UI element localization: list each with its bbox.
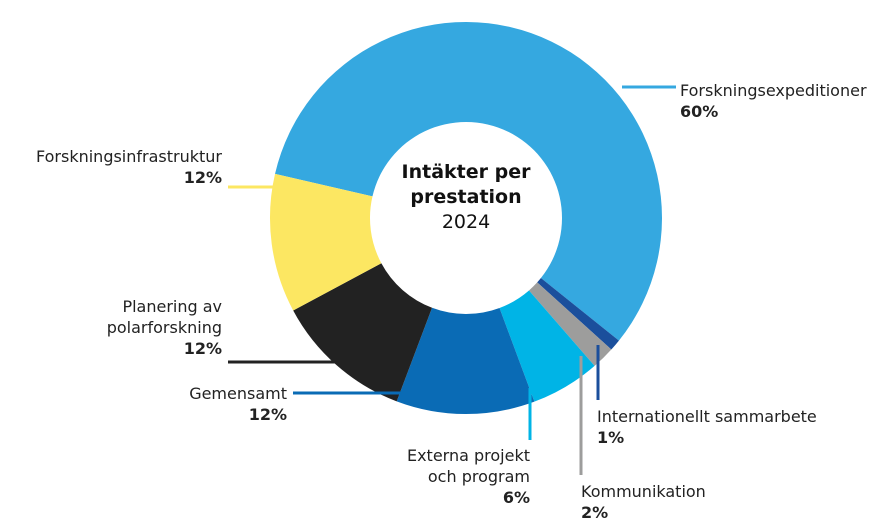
slice	[499, 290, 595, 402]
category-name: Planering av polarforskning	[106, 297, 222, 337]
value-label: 2%	[581, 503, 609, 522]
slice	[293, 263, 433, 402]
subtitle: 2024	[441, 211, 491, 233]
title: Intäkter per prestation	[401, 161, 531, 208]
center-title: Intäkter per prestation 2024	[386, 160, 546, 235]
category-name: Forskningsexpeditioner	[680, 81, 867, 100]
slice-label: Forskningsinfrastruktur 12%	[0, 146, 222, 188]
slice	[275, 21, 663, 341]
value-label: 1%	[597, 428, 625, 447]
slice-label: Gemensamt 12%	[137, 383, 287, 425]
category-name: Forskningsinfrastruktur	[35, 147, 222, 166]
value-label: 12%	[183, 339, 222, 358]
value-label: 6%	[502, 488, 530, 507]
slice-label: Kommunikation 2%	[581, 481, 781, 523]
category-name: Externa projekt och program	[406, 446, 530, 486]
slice-label: Forskningsexpeditioner 60%	[680, 80, 893, 122]
slice	[537, 278, 619, 350]
category-name: Kommunikation	[581, 482, 706, 501]
slice-label: Planering av polarforskning 12%	[82, 296, 222, 359]
slice	[270, 173, 382, 311]
category-name: Internationellt sammarbete	[597, 407, 817, 426]
value-label: 12%	[183, 168, 222, 187]
slice-label: Externa projekt och program 6%	[380, 445, 530, 508]
slice-label: Internationellt sammarbete 1%	[597, 406, 857, 448]
slice	[528, 282, 612, 366]
category-name: Gemensamt	[189, 384, 287, 403]
value-label: 60%	[680, 102, 719, 121]
slice	[396, 307, 535, 414]
value-label: 12%	[248, 405, 287, 424]
